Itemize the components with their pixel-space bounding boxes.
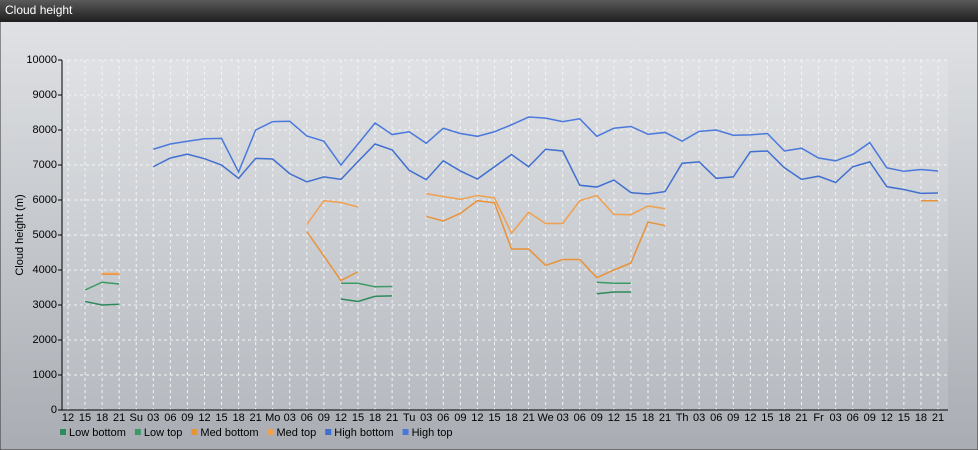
x-tick-label: 09 bbox=[181, 412, 193, 424]
y-tick-label: 7000 bbox=[33, 159, 57, 171]
x-tick-label: 06 bbox=[301, 412, 313, 424]
series-line bbox=[306, 199, 359, 225]
x-tick-label: 03 bbox=[557, 412, 569, 424]
x-tick-label: 09 bbox=[727, 412, 739, 424]
x-tick-label: We bbox=[537, 412, 553, 424]
x-tick-label: 15 bbox=[488, 412, 500, 424]
x-tick-label: 15 bbox=[215, 412, 227, 424]
x-tick-label: 06 bbox=[164, 412, 176, 424]
y-tick-label: 3000 bbox=[33, 299, 57, 311]
x-tick-label: 12 bbox=[608, 412, 620, 424]
x-tick-label: 03 bbox=[147, 412, 159, 424]
legend-swatch bbox=[134, 429, 141, 435]
x-tick-label: 21 bbox=[522, 412, 534, 424]
x-tick-label: 18 bbox=[232, 412, 244, 424]
series-line bbox=[84, 300, 120, 306]
x-tick-label: Th bbox=[676, 412, 689, 424]
x-tick-label: 15 bbox=[79, 412, 91, 424]
x-tick-label: 06 bbox=[847, 412, 859, 424]
x-tick-label: Su bbox=[130, 412, 143, 424]
legend-label: High top bbox=[412, 427, 453, 439]
x-tick-label: 06 bbox=[710, 412, 722, 424]
x-tick-label: 12 bbox=[335, 412, 347, 424]
series-line bbox=[340, 282, 393, 288]
series-line bbox=[596, 291, 631, 295]
x-tick-label: 15 bbox=[898, 412, 910, 424]
x-tick-label: 21 bbox=[113, 412, 125, 424]
y-tick-label: 10000 bbox=[26, 54, 57, 66]
x-tick-label: 09 bbox=[318, 412, 330, 424]
x-tick-label: 18 bbox=[96, 412, 108, 424]
x-tick-label: Fr bbox=[813, 412, 824, 424]
legend-swatch bbox=[60, 429, 66, 435]
series-line bbox=[596, 281, 631, 285]
x-tick-label: 03 bbox=[420, 412, 432, 424]
x-tick-label: 12 bbox=[471, 412, 483, 424]
x-tick-label: 18 bbox=[505, 412, 517, 424]
series-line bbox=[426, 192, 666, 235]
x-tick-label: 21 bbox=[659, 412, 671, 424]
x-tick-label: 18 bbox=[642, 412, 654, 424]
x-tick-label: 12 bbox=[62, 412, 74, 424]
series-line bbox=[152, 143, 939, 195]
x-tick-label: 15 bbox=[625, 412, 637, 424]
y-tick-label: 0 bbox=[51, 404, 57, 416]
x-tick-label: 21 bbox=[250, 412, 262, 424]
y-tick-label: 6000 bbox=[33, 194, 57, 206]
x-tick-label: 15 bbox=[352, 412, 364, 424]
x-tick-label: 21 bbox=[386, 412, 398, 424]
x-tick-label: 21 bbox=[795, 412, 807, 424]
x-tick-label: 06 bbox=[574, 412, 586, 424]
x-tick-label: Tu bbox=[403, 412, 415, 424]
y-tick-label: 5000 bbox=[33, 229, 57, 241]
legend-swatch bbox=[267, 429, 274, 435]
y-tick-label: 2000 bbox=[33, 334, 57, 346]
legend-label: Med bottom bbox=[200, 427, 258, 439]
x-tick-label: 18 bbox=[915, 412, 927, 424]
x-tick-label: 09 bbox=[864, 412, 876, 424]
legend-swatch bbox=[191, 429, 198, 435]
title-bar bbox=[0, 0, 978, 22]
x-tick-label: 09 bbox=[454, 412, 466, 424]
legend-swatch bbox=[402, 429, 409, 435]
x-tick-label: 06 bbox=[437, 412, 449, 424]
x-tick-label: 15 bbox=[761, 412, 773, 424]
series-line bbox=[306, 231, 359, 282]
x-tick-label: 18 bbox=[778, 412, 790, 424]
x-tick-label: 21 bbox=[932, 412, 944, 424]
x-tick-label: 03 bbox=[693, 412, 705, 424]
x-tick-label: 09 bbox=[591, 412, 603, 424]
y-axis-title: Cloud height (m) bbox=[14, 194, 26, 275]
x-tick-label: 12 bbox=[744, 412, 756, 424]
x-tick-label: 03 bbox=[830, 412, 842, 424]
series-line bbox=[340, 295, 393, 303]
legend-label: Med top bbox=[277, 427, 317, 439]
x-tick-label: 12 bbox=[881, 412, 893, 424]
legend-label: Low top bbox=[144, 427, 183, 439]
x-tick-label: 18 bbox=[369, 412, 381, 424]
y-tick-label: 8000 bbox=[33, 124, 57, 136]
legend-label: Low bottom bbox=[69, 427, 126, 439]
series-line bbox=[426, 199, 666, 279]
series-line bbox=[153, 116, 939, 174]
x-tick-label: Mo bbox=[265, 412, 280, 424]
x-tick-label: 12 bbox=[198, 412, 210, 424]
series-line bbox=[84, 281, 120, 291]
y-tick-label: 1000 bbox=[33, 369, 57, 381]
chart-title: Cloud height bbox=[5, 3, 73, 17]
legend-label: High bottom bbox=[334, 427, 393, 439]
legend-swatch bbox=[325, 429, 332, 435]
x-tick-label: 03 bbox=[284, 412, 296, 424]
y-tick-label: 4000 bbox=[33, 264, 57, 276]
y-tick-label: 9000 bbox=[33, 89, 57, 101]
